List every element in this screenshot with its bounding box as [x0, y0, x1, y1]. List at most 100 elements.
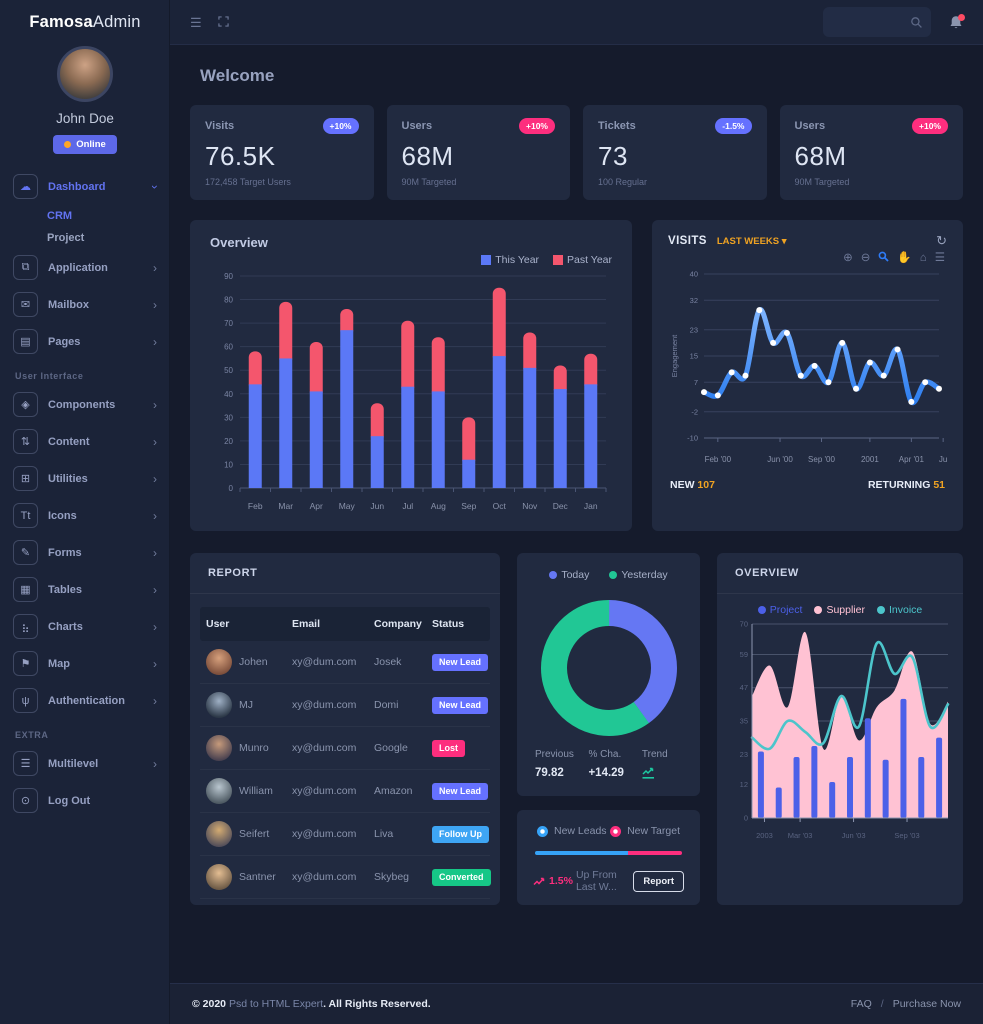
sidebar-item-label: Utilities — [48, 472, 88, 485]
status-badge-new-lead: New Lead — [432, 696, 489, 714]
sidebar-item-tables[interactable]: ▦ Tables › — [0, 573, 170, 606]
sidebar-item-utilities[interactable]: ⊞ Utilities › — [0, 462, 170, 495]
sidebar-item-map[interactable]: ⚑ Map › — [0, 647, 170, 680]
sidebar-item-application[interactable]: ⧉ Application › — [0, 251, 170, 284]
sidebar-item-log-out[interactable]: ⊙ Log Out — [0, 784, 170, 817]
home-icon[interactable]: ⌂ — [919, 251, 927, 264]
footer-links: FAQ / Purchase Now — [851, 998, 961, 1010]
chart-menu-icon[interactable]: ☰ — [934, 251, 945, 264]
radio-dot-icon — [537, 825, 548, 837]
user-avatar[interactable] — [57, 46, 113, 102]
overview2-legend: Project Supplier Invoice — [717, 604, 963, 616]
footer-brand-link[interactable]: Psd to HTML Expert — [228, 998, 324, 1010]
column-header-email: Email — [292, 618, 321, 630]
sidebar-item-mailbox[interactable]: ✉ Mailbox › — [0, 288, 170, 321]
purchase-now-link[interactable]: Purchase Now — [892, 998, 961, 1010]
donut-stat-label: Previous — [535, 749, 574, 760]
footer-separator: / — [880, 998, 884, 1010]
row-user-name: William — [239, 785, 273, 797]
sidebar-item-pages[interactable]: ▤ Pages › — [0, 325, 170, 358]
report-table: User Email Company Status Johen xy@dum.com Jo… — [190, 594, 500, 905]
zoom-in-icon[interactable]: ⊕ — [843, 251, 853, 264]
logout-icon: ⊙ — [13, 788, 38, 813]
svg-text:70: 70 — [740, 620, 748, 629]
search-icon[interactable] — [910, 16, 923, 29]
sidebar-item-dashboard[interactable]: ☁ Dashboard › — [0, 170, 170, 203]
dashboard-icon: ☁ — [13, 174, 38, 199]
fullscreen-icon[interactable] — [217, 15, 229, 29]
legend-label: Invoice — [888, 604, 923, 616]
leads-legend-new-target[interactable]: New Target — [610, 825, 680, 837]
leads-legend-new-leads[interactable]: New Leads — [537, 825, 607, 837]
bottom-row: REPORT User Email Company Status Johen xy@du… — [190, 553, 963, 905]
sidebar-item-forms[interactable]: ✎ Forms › — [0, 536, 170, 569]
visits-filter-dropdown[interactable]: LAST WEEKS ▾ — [716, 235, 787, 247]
stat-title: Visits — [205, 120, 235, 132]
topbar-left: ☰ — [190, 16, 229, 29]
chevron-right-icon: › — [153, 397, 157, 412]
row-avatar — [206, 864, 232, 890]
search-input[interactable] — [831, 15, 910, 29]
overview-bar-chart-svg: 0 10 20 30 40 50 60 70 80 90 Feb Mar Apr May Jun Jul Aug… — [224, 272, 607, 511]
svg-text:2003: 2003 — [756, 831, 773, 840]
overview2-chart-svg: 70 59 47 35 23 12 0 2003 Mar '03 Jun '03 Sep '03 — [740, 620, 950, 840]
components-icon: ◈ — [13, 392, 38, 417]
chevron-down-icon: › — [148, 184, 162, 189]
legend-item-past-year: Past Year — [553, 254, 612, 266]
stat-value: 68M — [401, 141, 454, 171]
row-avatar — [206, 735, 232, 761]
donut-stat-label: Trend — [641, 749, 668, 760]
mailbox-icon: ✉ — [13, 292, 38, 317]
application-icon: ⧉ — [13, 255, 38, 280]
sidebar-item-icons[interactable]: Tt Icons › — [0, 499, 170, 532]
stat-card-tickets-2: Tickets -1.5% 73 100 Regular — [583, 105, 767, 200]
sidebar: FamosaAdmin John Doe Online ☁ Dashboard › C… — [0, 0, 170, 1024]
sidebar-item-content[interactable]: ⇅ Content › — [0, 425, 170, 458]
sidebar-item-label: Map — [48, 657, 70, 670]
svg-text:Mar '03: Mar '03 — [788, 831, 813, 840]
svg-text:30: 30 — [224, 413, 233, 422]
sidebar-item-label: Icons — [48, 509, 77, 522]
zoom-box-icon[interactable] — [878, 251, 890, 266]
sidebar-subitem-crm[interactable]: CRM — [47, 210, 73, 222]
sidebar-item-components[interactable]: ◈ Components › — [0, 388, 170, 421]
stat-value: 73 — [598, 141, 628, 171]
chevron-right-icon: › — [153, 582, 157, 597]
sidebar-item-label: Content — [48, 435, 90, 448]
sidebar-subitem-project[interactable]: Project — [47, 232, 85, 244]
row-company: Skybeg — [374, 871, 410, 883]
svg-text:35: 35 — [740, 717, 748, 726]
svg-text:40: 40 — [690, 269, 698, 278]
chevron-right-icon: › — [153, 756, 157, 771]
report-panel: REPORT User Email Company Status Johen xy@du… — [190, 553, 500, 905]
svg-text:Apr: Apr — [310, 501, 323, 511]
legend-label: Today — [561, 569, 590, 581]
svg-text:70: 70 — [224, 319, 233, 328]
table-header-row: User Email Company Status — [200, 607, 490, 641]
row-email: xy@dum.com — [292, 699, 357, 711]
svg-text:60: 60 — [224, 343, 233, 352]
donut-chart-svg — [540, 600, 677, 736]
chevron-right-icon: › — [153, 545, 157, 560]
pan-icon[interactable]: ✋ — [897, 251, 912, 264]
brand-light: Admin — [92, 13, 141, 31]
sidebar-item-multilevel[interactable]: ☰ Multilevel › — [0, 747, 170, 780]
svg-text:Jan: Jan — [584, 501, 598, 511]
notifications-bell-icon[interactable] — [949, 13, 965, 30]
zoom-out-icon[interactable]: ⊖ — [860, 251, 871, 264]
chevron-right-icon: › — [153, 297, 157, 312]
faq-link[interactable]: FAQ — [850, 998, 872, 1010]
sidebar-item-authentication[interactable]: ψ Authentication › — [0, 684, 170, 717]
notification-dot — [958, 13, 965, 21]
legend-swatch — [481, 255, 492, 265]
visits-line-chart-svg: 40 32 23 15 7 -2 -10 Engagement Feb '00 Jun '00 Se… — [670, 269, 947, 463]
sidebar-item-label: Authentication — [48, 694, 125, 707]
brand-logo[interactable]: FamosaAdmin — [29, 0, 140, 40]
report-button[interactable]: Report — [633, 870, 684, 892]
sidebar-menu: ☁ Dashboard › CRM Project ⧉ Application › ✉ Mailb… — [0, 168, 170, 819]
refresh-icon[interactable]: ↻ — [936, 233, 947, 248]
user-name: John Doe — [56, 111, 114, 126]
sidebar-item-charts[interactable]: ⣦ Charts › — [0, 610, 170, 643]
table-body: Johen xy@dum.com Josek New Lead MJ xy@dum.com… — [200, 641, 491, 899]
hamburger-icon[interactable]: ☰ — [190, 14, 202, 30]
